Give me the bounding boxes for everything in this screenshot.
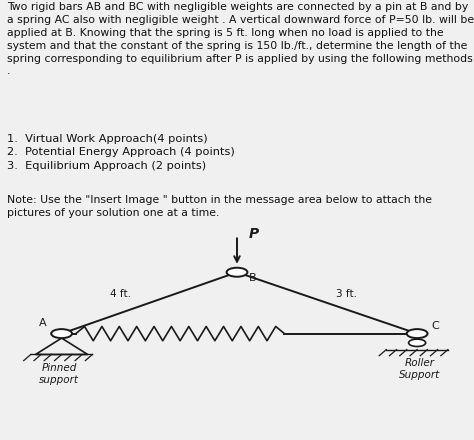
Text: C: C	[431, 320, 439, 330]
Circle shape	[51, 329, 72, 338]
Text: Note: Use the "Insert Image " button in the message area below to attach the
pic: Note: Use the "Insert Image " button in …	[7, 195, 432, 218]
Circle shape	[407, 329, 428, 338]
Text: B: B	[249, 273, 256, 283]
Text: A: A	[39, 319, 46, 329]
Text: Two rigid bars AB and BC with negligible weights are connected by a pin at B and: Two rigid bars AB and BC with negligible…	[7, 2, 474, 77]
Circle shape	[409, 339, 426, 346]
Text: 3 ft.: 3 ft.	[336, 289, 356, 299]
Text: P: P	[249, 227, 259, 241]
Circle shape	[227, 268, 247, 277]
Text: Pinned
support: Pinned support	[39, 363, 79, 385]
Text: 1.  Virtual Work Approach(4 points)
2.  Potential Energy Approach (4 points)
3. : 1. Virtual Work Approach(4 points) 2. Po…	[7, 134, 235, 171]
Text: 4 ft.: 4 ft.	[110, 289, 131, 299]
Text: Roller
Support: Roller Support	[399, 358, 440, 380]
